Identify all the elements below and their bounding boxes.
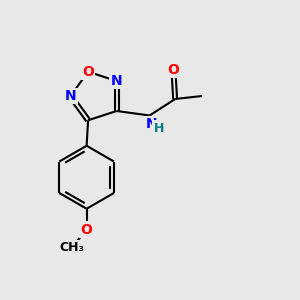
Text: CH₃: CH₃ (59, 241, 84, 254)
Text: N: N (146, 118, 158, 131)
Text: N: N (65, 89, 76, 103)
Text: O: O (81, 223, 93, 237)
Text: N: N (111, 74, 122, 88)
Text: O: O (82, 65, 94, 79)
Text: H: H (153, 122, 164, 135)
Text: O: O (168, 63, 180, 77)
